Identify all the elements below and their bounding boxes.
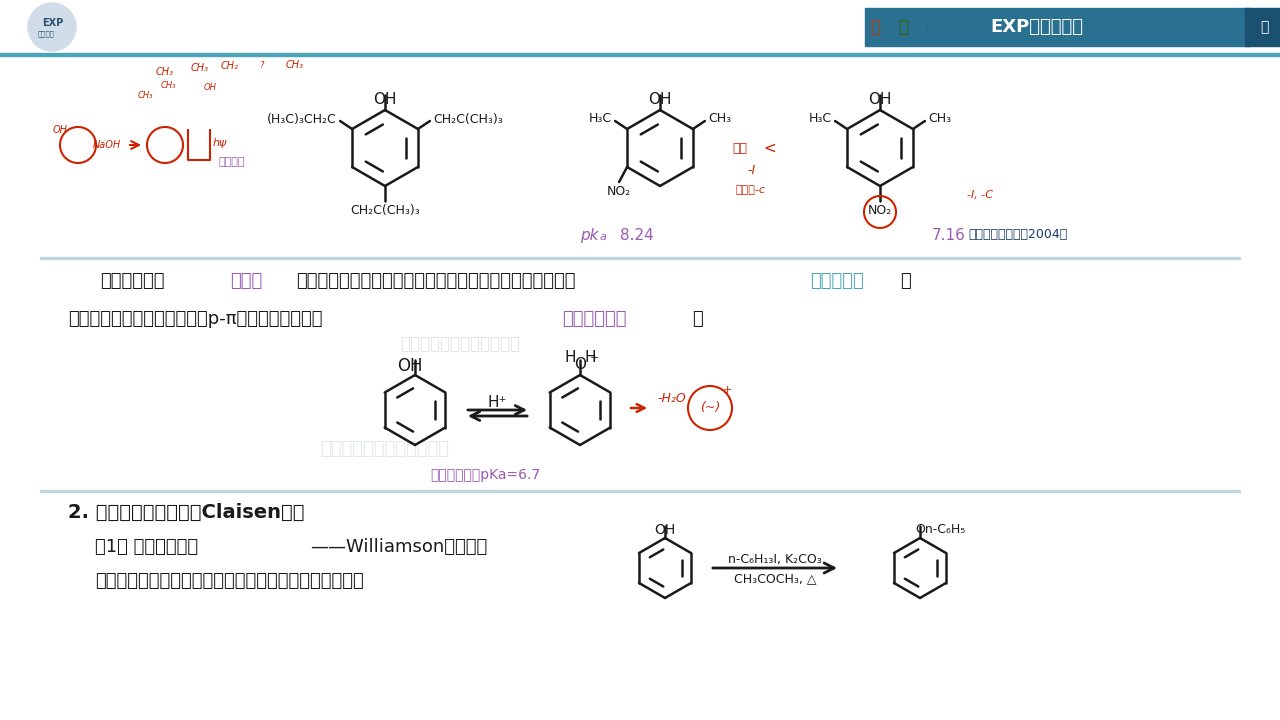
Text: CH₃: CH₃ bbox=[137, 91, 152, 99]
Text: 但是，由于此孤对电子参与了p-π共轭体系，因此其: 但是，由于此孤对电子参与了p-π共轭体系，因此其 bbox=[68, 310, 323, 328]
Text: ，这是因为其氧原子的孤对电子能与强酸反应，形成相应的: ，这是因为其氧原子的孤对电子能与强酸反应，形成相应的 bbox=[296, 272, 576, 290]
Text: H: H bbox=[564, 350, 576, 365]
Bar bbox=[40, 257, 1240, 258]
Text: ，: ， bbox=[900, 272, 911, 290]
Text: -I: -I bbox=[748, 163, 756, 176]
Text: H⁺: H⁺ bbox=[488, 395, 507, 410]
Text: OH: OH bbox=[654, 523, 676, 537]
Text: -I, -C: -I, -C bbox=[966, 190, 993, 200]
Text: (~): (~) bbox=[700, 402, 721, 415]
Text: 7.16: 7.16 bbox=[932, 228, 966, 243]
Text: +: + bbox=[589, 353, 599, 363]
Bar bbox=[0, 0, 1280, 55]
Circle shape bbox=[28, 3, 76, 51]
Text: OH: OH bbox=[374, 92, 397, 107]
Text: NO₂: NO₂ bbox=[868, 204, 892, 217]
Text: EXP化学研习社: EXP化学研习社 bbox=[989, 18, 1083, 36]
Text: CH₃: CH₃ bbox=[156, 67, 174, 77]
Text: CH₃: CH₃ bbox=[285, 60, 305, 70]
Text: 酸性极弱: 酸性极弱 bbox=[219, 157, 246, 167]
Text: OH: OH bbox=[868, 92, 892, 107]
Text: 微信公众号：精辟化学考研: 微信公众号：精辟化学考研 bbox=[320, 440, 449, 458]
Text: 2. 酝羟基的醚化反应和Claisen重排: 2. 酝羟基的醚化反应和Claisen重排 bbox=[68, 503, 305, 522]
Text: 📱: 📱 bbox=[925, 18, 933, 32]
Text: 定义：酝在碱性溶液中与啥代烃作用生成芳香醚的反应。: 定义：酝在碱性溶液中与啥代烃作用生成芳香醚的反应。 bbox=[95, 572, 364, 590]
Text: ——Williamson醚合成法: ——Williamson醚合成法 bbox=[310, 538, 488, 556]
Text: NO₂: NO₂ bbox=[607, 185, 631, 198]
Text: ?: ? bbox=[260, 60, 264, 70]
Text: （陕西师范大学，2004）: （陕西师范大学，2004） bbox=[968, 228, 1068, 241]
Circle shape bbox=[1039, 260, 1280, 540]
Text: 🔍: 🔍 bbox=[1260, 20, 1268, 34]
Text: OH: OH bbox=[204, 84, 216, 92]
Bar bbox=[865, 8, 1251, 46]
Text: OH: OH bbox=[648, 92, 672, 107]
Text: pk: pk bbox=[580, 228, 599, 243]
Text: CH₂: CH₂ bbox=[221, 61, 239, 71]
Text: H₃C: H₃C bbox=[809, 112, 832, 125]
Text: EXP: EXP bbox=[42, 18, 63, 28]
Text: 碱性明显减弱: 碱性明显减弱 bbox=[562, 310, 626, 328]
Text: hψ: hψ bbox=[212, 138, 227, 148]
Text: CH₃: CH₃ bbox=[708, 112, 731, 125]
Text: -H₂O: -H₂O bbox=[658, 392, 686, 405]
Bar bbox=[1245, 8, 1280, 46]
Text: CH₃: CH₃ bbox=[160, 81, 175, 89]
Bar bbox=[40, 490, 1240, 492]
Text: （1） 酝的成醚反应: （1） 酝的成醚反应 bbox=[95, 538, 198, 556]
Text: a: a bbox=[600, 232, 607, 242]
Circle shape bbox=[1100, 520, 1280, 720]
Text: 8.24: 8.24 bbox=[620, 228, 654, 243]
Text: CH₂C(CH₃)₃: CH₂C(CH₃)₃ bbox=[351, 204, 420, 217]
Bar bbox=[0, 56, 1280, 256]
Text: 。: 。 bbox=[692, 310, 703, 328]
Text: O: O bbox=[573, 357, 586, 372]
Text: OH: OH bbox=[397, 357, 422, 375]
Text: H₃C: H₃C bbox=[589, 112, 612, 125]
Text: CH₃: CH₃ bbox=[191, 63, 209, 73]
Text: 苯氧鹍离子，pKa=6.7: 苯氧鹍离子，pKa=6.7 bbox=[430, 468, 540, 482]
Text: +: + bbox=[723, 385, 732, 395]
Text: H: H bbox=[584, 350, 595, 365]
Text: 稍弱: 稍弱 bbox=[732, 142, 748, 155]
Text: 极强的-c: 极强的-c bbox=[735, 185, 765, 195]
Text: <: < bbox=[764, 140, 777, 156]
Text: 酝羟基也具有: 酝羟基也具有 bbox=[100, 272, 165, 290]
Text: 🟢: 🟢 bbox=[899, 18, 908, 36]
Text: OH: OH bbox=[52, 125, 68, 135]
Text: (H₃C)₃CH₂C: (H₃C)₃CH₂C bbox=[268, 112, 337, 125]
Text: 🔴: 🔴 bbox=[870, 18, 881, 36]
Bar bbox=[0, 53, 1280, 56]
Text: NaOH: NaOH bbox=[93, 140, 122, 150]
Text: n-C₆H₁₃I, K₂CO₃: n-C₆H₁₃I, K₂CO₃ bbox=[728, 553, 822, 566]
Text: CH₂C(CH₃)₃: CH₂C(CH₃)₃ bbox=[433, 112, 503, 125]
Text: CH₃COCH₃, △: CH₃COCH₃, △ bbox=[733, 572, 817, 585]
Text: 弱碱性: 弱碱性 bbox=[230, 272, 262, 290]
Text: On-C₆H₅: On-C₆H₅ bbox=[915, 523, 965, 536]
Text: 苯氧鹍离子: 苯氧鹍离子 bbox=[810, 272, 864, 290]
Text: 化学考研: 化学考研 bbox=[38, 30, 55, 37]
Text: 微信公众号：精辟化学考研: 微信公众号：精辟化学考研 bbox=[399, 335, 520, 353]
Text: CH₃: CH₃ bbox=[928, 112, 951, 125]
